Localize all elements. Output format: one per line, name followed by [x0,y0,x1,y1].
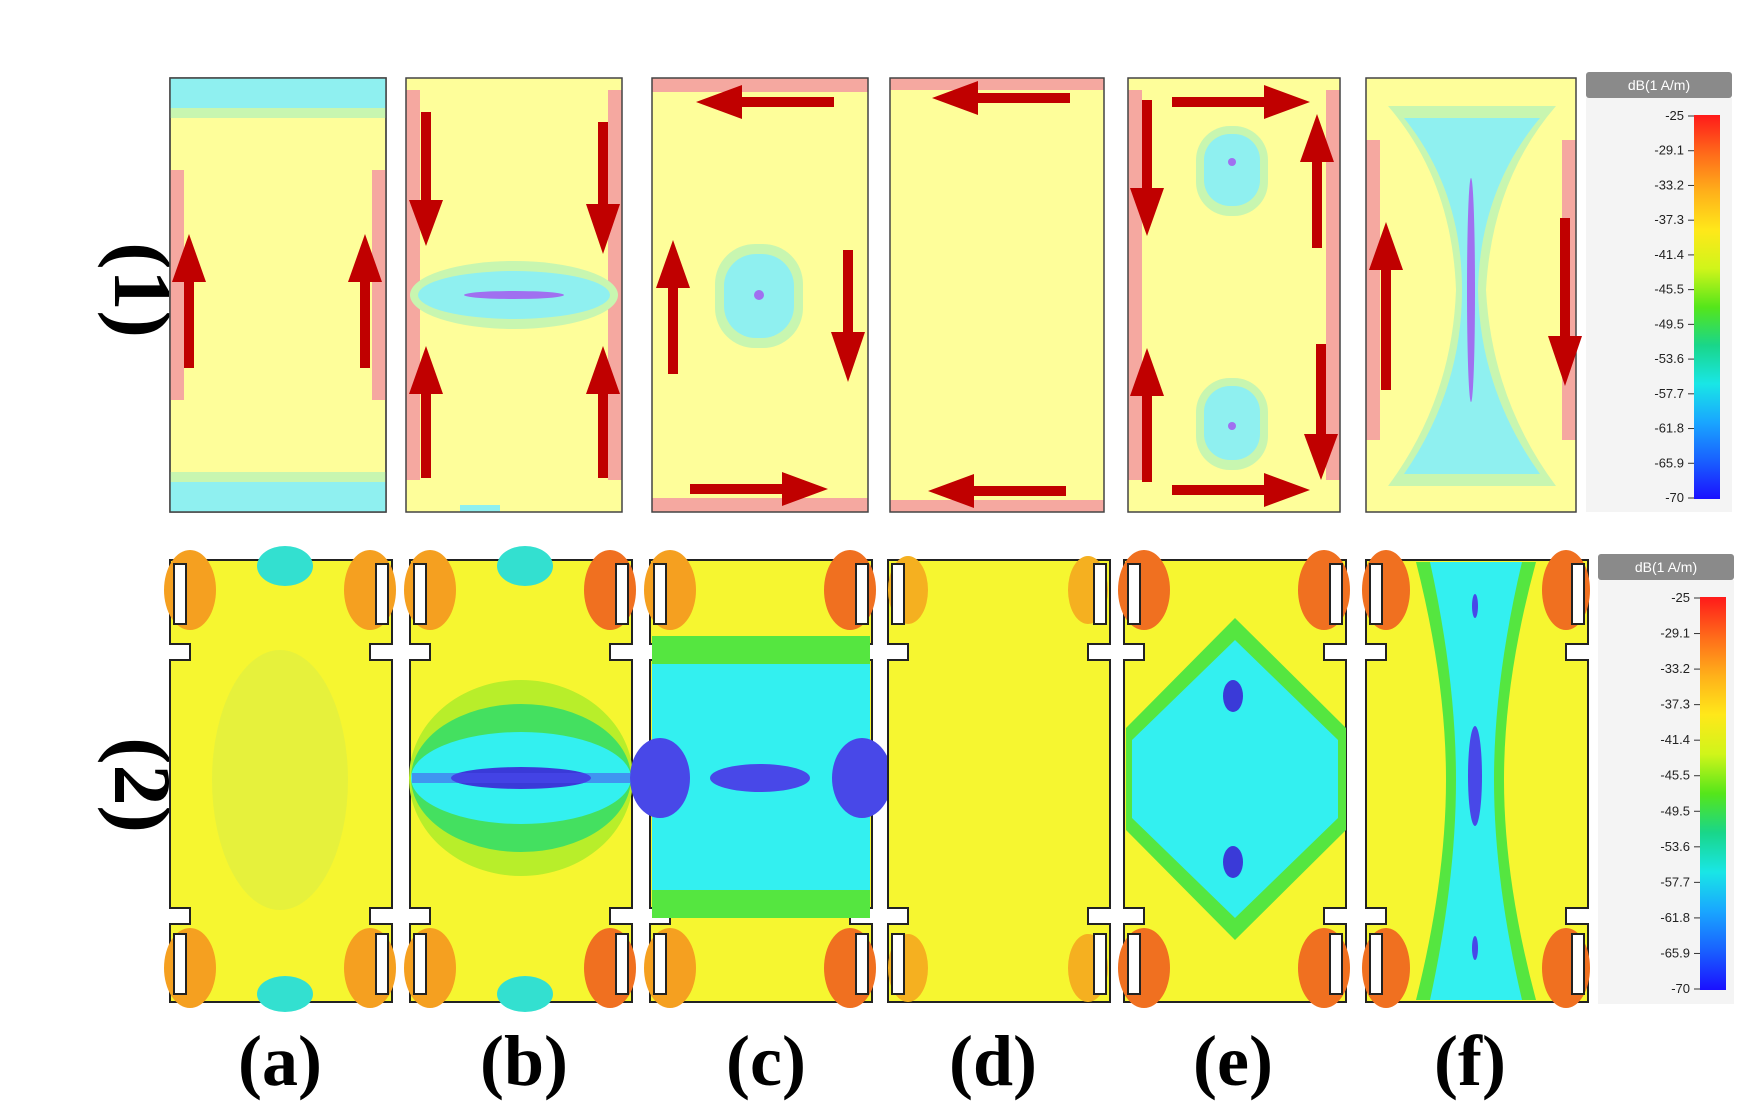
colorbar-tick-label: -25 [1665,108,1684,123]
slot-resonator [1369,563,1585,995]
colorbar-tick-label: -33.2 [1660,661,1690,676]
arrow-down [1548,218,1582,386]
arrow-up [1369,222,1403,390]
colorbar-tick-label: -70 [1671,981,1690,996]
column-label-e: (e) [1193,1021,1273,1101]
arrow-up [348,234,382,368]
colorbar-row1: dB(1 A/m) -25 -29.1 -33.2 -37.3 -41.4 -45.5 -4… [1586,72,1732,512]
colorbar-tick-label: -37.3 [1660,697,1690,712]
panel-1a [169,77,387,513]
panel-2e [1118,550,1350,1008]
colorbar-title-2: dB(1 A/m) [1635,559,1697,575]
colorbar-row2: dB(1 A/m) -25 -29.1 -33.2 -37.3 -41.4 -45.5 -4… [1598,554,1734,1004]
slot-resonator [891,563,1107,995]
colorbar-tick-label: -45.5 [1654,282,1684,297]
panel-1c [651,77,869,513]
colorbar-tick-label: -65.9 [1660,945,1690,960]
slot-resonator [653,563,869,995]
column-label-d: (d) [949,1021,1037,1101]
row-2-panels [164,546,1590,1012]
arrow-up [1300,114,1334,248]
arrow-down [831,250,865,382]
column-label-a: (a) [238,1021,322,1101]
column-label-c: (c) [726,1021,806,1101]
colorbar-tick-label: -57.7 [1654,386,1684,401]
arrow-down [409,112,443,246]
slot-resonator [413,563,629,995]
colorbar-tick-label: -29.1 [1660,626,1690,641]
arrow-left [928,474,1066,508]
column-label-f: (f) [1434,1021,1506,1101]
colorbar-tick-label: -25 [1671,590,1690,605]
arrow-right [1172,85,1310,119]
colorbar-title: dB(1 A/m) [1628,77,1690,93]
panel-2f [1362,550,1590,1008]
arrow-right [1172,473,1310,507]
colorbar-tick-label: -45.5 [1660,768,1690,783]
colorbar-tick-label: -53.6 [1654,351,1684,366]
colorbar-ticks: -25 -29.1 -33.2 -37.3 -41.4 -45.5 -49.5 -53.6 -5… [1654,108,1694,505]
panel-2d [887,556,1111,1003]
colorbar-tick-label: -61.8 [1654,421,1684,436]
colorbar-tick-label: -57.7 [1660,874,1690,889]
row-1-panels [169,77,1582,513]
slot-resonator [1127,563,1343,995]
panel-1e [1127,77,1341,513]
arrow-down [1304,344,1338,480]
panel-1f [1365,77,1582,513]
panel-2b [404,546,636,1012]
slot-resonator [173,563,389,995]
arrow-left [696,85,834,119]
colorbar-tick-label: -29.1 [1654,143,1684,158]
colorbar-tick-label: -65.9 [1654,455,1684,470]
colorbar-tick-label: -70 [1665,490,1684,505]
colorbar-tick-label: -49.5 [1654,316,1684,331]
arrow-up [656,240,690,374]
colorbar-tick-label: -53.6 [1660,839,1690,854]
column-labels: (a) (b) (c) (d) (e) (f) [238,1021,1506,1101]
column-label-b: (b) [480,1021,568,1101]
arrow-right [690,472,828,506]
arrow-down [1130,100,1164,236]
arrow-up [409,346,443,478]
colorbar-tick-label: -37.3 [1654,212,1684,227]
arrow-left [932,81,1070,115]
panel-1d [889,77,1105,513]
colorbar-ticks: -25 -29.1 -33.2 -37.3 -41.4 -45.5 -49.5 -53.6 -5… [1660,590,1700,996]
colorbar-tick-label: -49.5 [1660,803,1690,818]
colorbar-tick-label: -61.8 [1660,910,1690,925]
arrow-down [586,122,620,254]
arrow-up [586,346,620,478]
colorbar-tick-label: -41.4 [1660,732,1690,747]
arrow-up [172,234,206,368]
panel-2c [630,550,892,1008]
panel-2a [164,546,396,1012]
colorbar-tick-label: -41.4 [1654,247,1684,262]
colorbar-tick-label: -33.2 [1654,177,1684,192]
arrow-up [1130,348,1164,482]
panel-1b [405,77,623,513]
